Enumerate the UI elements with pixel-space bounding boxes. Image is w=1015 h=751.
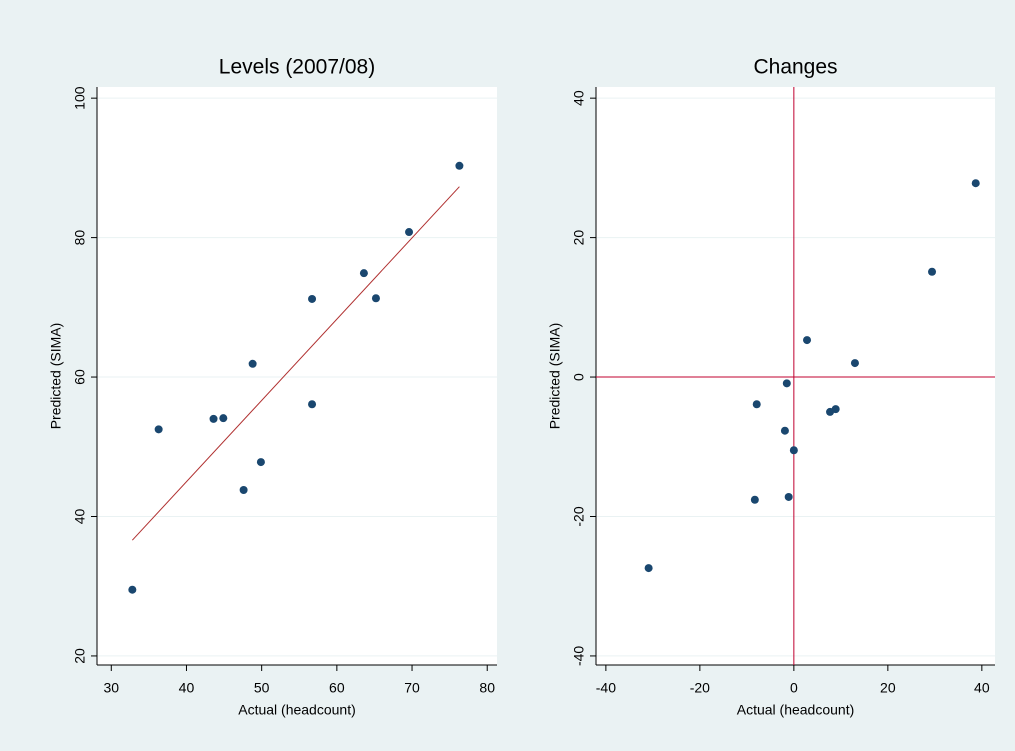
x-tick-label: 80 [479, 680, 495, 696]
y-tick-label: -20 [571, 506, 587, 526]
x-tick-label: 20 [880, 680, 896, 696]
y-tick-label: -40 [571, 646, 587, 666]
x-tick-label: 40 [179, 680, 195, 696]
point [359, 269, 368, 278]
point [971, 179, 980, 188]
point [644, 564, 653, 573]
y-tick-label: 40 [72, 508, 88, 524]
x-tick-label: 70 [404, 680, 420, 696]
point [782, 379, 791, 388]
y-tick-label: 20 [571, 230, 587, 246]
point [256, 458, 265, 467]
point [784, 492, 793, 501]
point [308, 294, 317, 303]
point [789, 446, 798, 455]
x-axis-title: Actual (headcount) [737, 702, 855, 718]
point [750, 495, 759, 504]
y-tick-label: 100 [72, 86, 88, 110]
point [154, 425, 163, 434]
fit-line [131, 186, 460, 541]
point [209, 414, 218, 423]
point [405, 228, 414, 237]
chart-title: Levels (2007/08) [219, 56, 375, 79]
y-axis-title: Predicted (SIMA) [48, 323, 64, 430]
x-tick-label: 40 [974, 680, 990, 696]
point [455, 161, 464, 170]
point [239, 485, 248, 494]
x-tick-label: 50 [254, 680, 270, 696]
y-tick-label: 80 [72, 230, 88, 246]
y-tick-label: 20 [72, 648, 88, 664]
plot-area [596, 87, 995, 665]
point [219, 414, 228, 423]
y-tick-label: 40 [571, 90, 587, 106]
y-tick-label: 60 [72, 369, 88, 385]
point [928, 267, 937, 276]
point [128, 585, 137, 594]
point [850, 359, 859, 368]
point [371, 294, 380, 303]
plot-area [97, 87, 497, 665]
x-tick-label: 60 [329, 680, 345, 696]
x-tick-label: -20 [690, 680, 710, 696]
point [248, 359, 257, 368]
x-tick-label: 0 [790, 680, 798, 696]
chart-title: Changes [753, 56, 837, 79]
y-axis-title: Predicted (SIMA) [547, 323, 563, 430]
x-tick-label: 30 [103, 680, 119, 696]
point [803, 336, 812, 345]
x-axis-title: Actual (headcount) [238, 702, 356, 718]
point [752, 400, 761, 409]
x-tick-label: -40 [596, 680, 616, 696]
point [308, 400, 317, 409]
point [831, 405, 840, 414]
point [780, 426, 789, 435]
y-tick-label: 0 [571, 373, 587, 381]
